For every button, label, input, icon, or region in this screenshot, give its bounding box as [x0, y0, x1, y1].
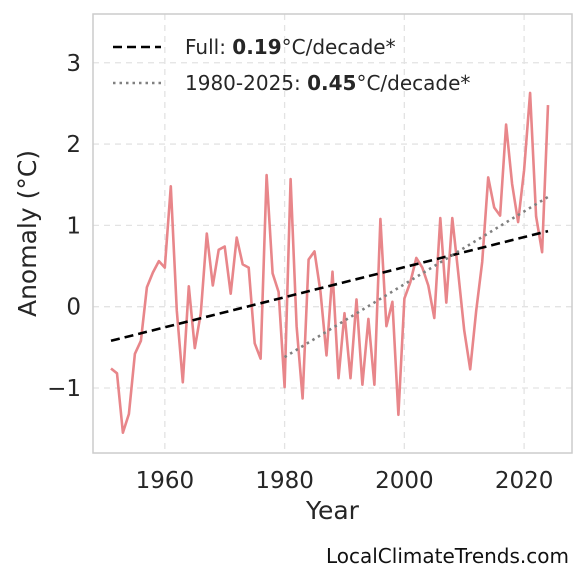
recent-trend-line — [283, 195, 549, 359]
y-tick-labels: −1 0 1 2 3 — [47, 51, 81, 402]
y-tick-label: 2 — [66, 132, 81, 158]
x-tick-labels: 1960 1980 2000 2020 — [136, 468, 554, 494]
plot-frame — [92, 13, 573, 454]
y-tick-label: 0 — [66, 295, 81, 321]
y-tick-label: 1 — [66, 213, 81, 239]
chart-marks — [110, 91, 550, 435]
x-axis-label: Year — [305, 496, 360, 525]
x-tick-label: 2020 — [495, 468, 554, 494]
x-tick-label: 2000 — [375, 468, 434, 494]
legend: Full: 0.19°C/decade* 1980-2025: 0.45°C/de… — [113, 35, 470, 95]
y-axis-label: Anomaly (°C) — [13, 150, 42, 317]
legend-entry: Full: 0.19°C/decade* — [185, 35, 396, 59]
y-tick-label: −1 — [47, 376, 81, 402]
legend-entry: 1980-2025: 0.45°C/decade* — [185, 71, 470, 95]
x-tick-label: 1980 — [255, 468, 314, 494]
watermark: LocalClimateTrends.com — [325, 544, 569, 568]
y-tick-label: 3 — [66, 51, 81, 77]
anomaly-line — [110, 91, 550, 435]
full-trend-line — [110, 229, 549, 343]
x-tick-label: 1960 — [136, 468, 195, 494]
